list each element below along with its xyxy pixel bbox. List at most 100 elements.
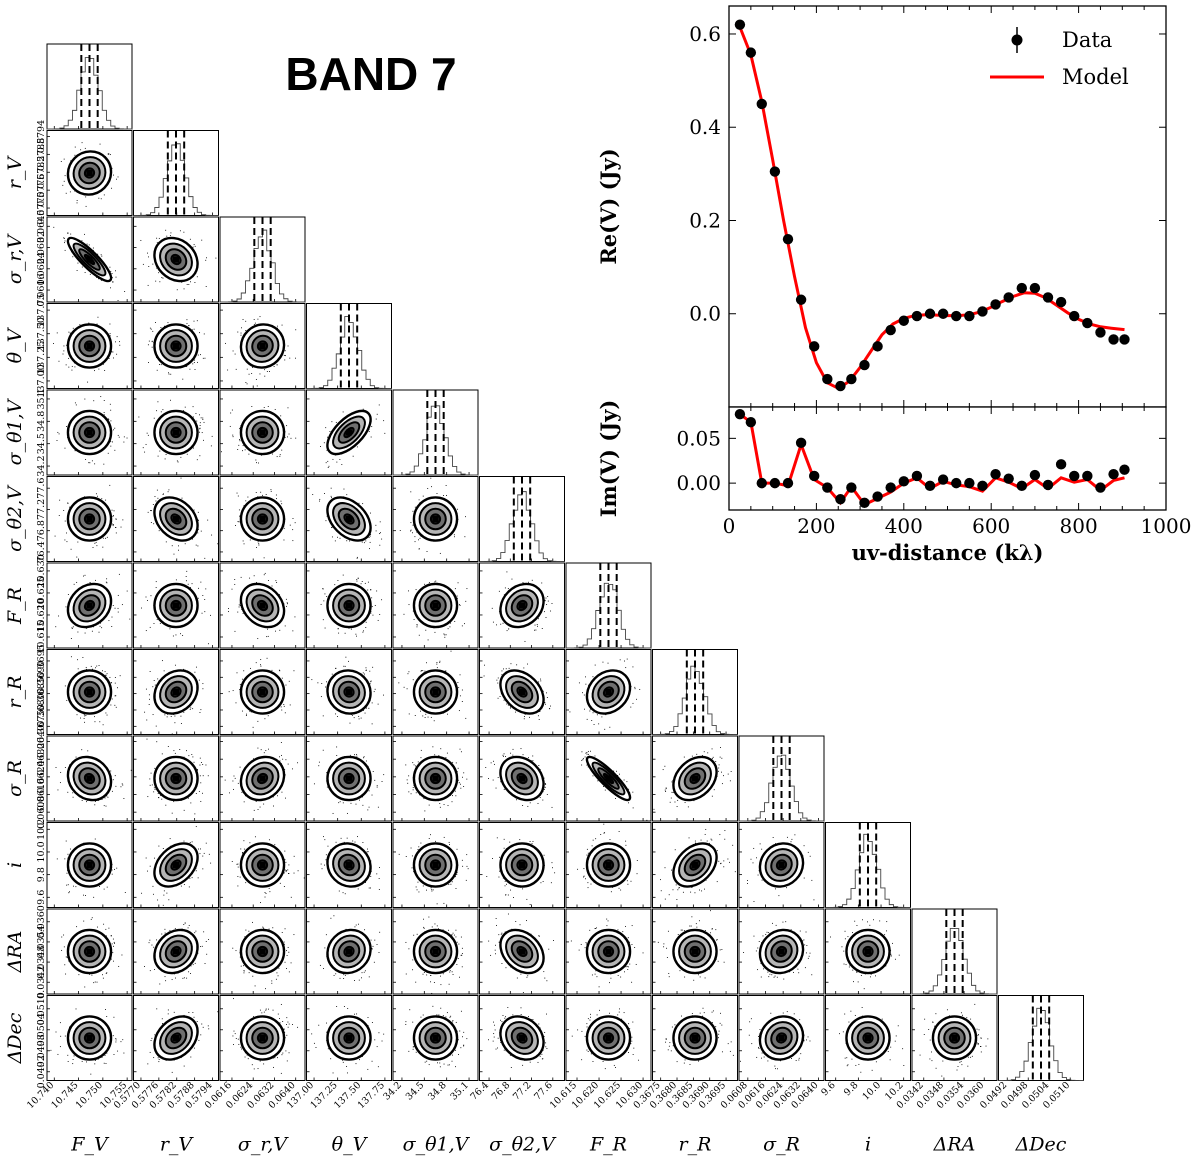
x-axis-label-dDec: ΔDec xyxy=(1015,1134,1067,1156)
x-axis-label: uv-distance (kλ) xyxy=(852,540,1044,565)
y-axis-label-theta_V: θ_V xyxy=(4,326,26,363)
y-tick-label: 0.3690 xyxy=(36,661,47,694)
x-axis-label-F_V: F_V xyxy=(70,1134,110,1156)
corner-cell-dRA-sigma_R xyxy=(738,908,825,995)
y-axis-label-sigma_theta2_V: σ_θ2,V xyxy=(4,484,26,552)
x-tick-label: 9.6 xyxy=(819,1080,837,1098)
y-axis-label: Im(V) (Jy) xyxy=(596,400,621,518)
corner-cell-theta_V-r_V xyxy=(133,303,219,389)
uv-visibility-plot: 0.0 0.2 0.4 0.6 Re(V) (Jy) 0.00 0.05 Im(V) (Jy)… xyxy=(596,5,1192,565)
density-peak xyxy=(173,1035,179,1041)
data-point xyxy=(1016,282,1027,294)
y-tick-label: 0.5770 xyxy=(36,191,47,224)
density-peak xyxy=(259,343,266,349)
y-tick-label: 137.50 xyxy=(36,317,47,350)
density-peak xyxy=(86,948,93,955)
corner-cell-sigma_theta2_V-theta_V xyxy=(306,476,392,562)
density-peak xyxy=(86,775,93,782)
density-peak xyxy=(692,1035,698,1041)
y-tick-label: 0.0640 xyxy=(36,210,47,243)
density-peak xyxy=(346,1035,352,1041)
density-peak xyxy=(173,862,179,868)
density-peak xyxy=(519,948,525,955)
data-point xyxy=(1108,468,1119,480)
density-peak xyxy=(346,689,352,695)
real-visibility-panel: 0.0 0.2 0.4 0.6 Re(V) (Jy) xyxy=(596,5,1167,408)
density-peak xyxy=(346,948,352,955)
density-peak xyxy=(432,862,439,868)
data-point xyxy=(1003,473,1014,484)
y-tick-label: 10.2 xyxy=(36,819,47,840)
corner-cell-dRA-F_R xyxy=(565,908,652,995)
data-point xyxy=(964,477,975,489)
corner-cell-i-sigma_R xyxy=(738,822,825,908)
corner-cell-theta_V-sigma_r_V xyxy=(219,303,306,389)
density-peak xyxy=(259,775,266,782)
x-axis-label-sigma_R: σ_R xyxy=(763,1134,800,1156)
data-point xyxy=(937,308,949,319)
y-tick-label: 0.5788 xyxy=(36,138,47,171)
y-tick-label: 0.0510 xyxy=(36,992,47,1025)
density-peak xyxy=(605,775,612,782)
data-point xyxy=(1042,292,1054,303)
data-point xyxy=(782,233,794,245)
data-point xyxy=(1095,327,1106,338)
data-point xyxy=(1029,282,1041,294)
y-tick-label: 34.2 xyxy=(36,455,47,476)
corner-cell-dRA-i xyxy=(825,908,911,995)
data-point xyxy=(782,477,794,489)
x-tick-label: 600 xyxy=(972,514,1010,538)
y-tick-label: 0.4 xyxy=(689,115,721,139)
y-tick-label: 0.3680 xyxy=(36,693,47,726)
density-peak xyxy=(692,948,698,955)
corner-cell-i-r_R xyxy=(652,822,738,908)
x-axis-label-sigma_r_V: σ_r,V xyxy=(238,1134,290,1156)
corner-cell-dRA-theta_V xyxy=(306,908,392,995)
data-point xyxy=(745,417,757,428)
density-peak xyxy=(346,602,352,609)
data-point xyxy=(822,482,833,493)
y-tick-label: 0.0 xyxy=(689,302,721,326)
data-point xyxy=(990,468,1001,480)
cell-frame xyxy=(479,562,565,649)
corner-cell-i-F_R xyxy=(565,822,652,908)
data-point xyxy=(1069,470,1080,482)
x-tick-label: 800 xyxy=(1060,514,1098,538)
y-axis-label-i: i xyxy=(4,862,26,868)
data-point xyxy=(756,98,767,110)
x-tick-label: 76.4 xyxy=(468,1080,491,1103)
data-point xyxy=(977,480,988,492)
data-point xyxy=(769,477,781,489)
density-peak xyxy=(605,948,612,955)
corner-cell-dDec-sigma_theta2_V: 76.476.877.277.6σ_θ2,V xyxy=(468,995,565,1156)
density-peak xyxy=(86,602,93,609)
data-point xyxy=(1042,479,1054,491)
x-axis-label-sigma_theta2_V: σ_θ2,V xyxy=(489,1134,557,1156)
corner-cell-sigma_theta2_V-F_V: 76.476.877.277.6 σ_θ2,V xyxy=(4,476,133,563)
data-point xyxy=(951,477,962,489)
data-point xyxy=(809,470,820,482)
histogram-r_R xyxy=(652,665,738,735)
data-point xyxy=(898,476,909,487)
corner-cell-F_R-sigma_theta2_V xyxy=(479,562,565,649)
data-point xyxy=(924,308,936,319)
x-tick-label: 34.8 xyxy=(426,1080,449,1103)
x-tick-label: 400 xyxy=(885,514,923,538)
density-peak xyxy=(432,775,439,782)
y-tick-label: 0.5776 xyxy=(36,174,47,207)
corner-cell-r_R-sigma_theta1_V xyxy=(392,649,479,735)
x-tick-label: 0 xyxy=(723,514,736,538)
data-point xyxy=(795,294,807,305)
y-tick-label: 0.0492 xyxy=(36,1055,47,1088)
corner-cell-sigma_theta2_V-sigma_r_V xyxy=(219,476,306,562)
corner-cell-dDec-i: 9.6 9.8 10.0 10.2i xyxy=(819,995,911,1156)
corner-cell-dRA-sigma_theta2_V xyxy=(479,908,565,995)
x-tick-label: 1000 xyxy=(1141,514,1192,538)
y-tick-label: 0.0624 xyxy=(36,760,47,793)
density-peak xyxy=(86,862,93,868)
y-tick-label: 0.5782 xyxy=(36,156,47,189)
y-axis-label-sigma_R: σ_R xyxy=(4,760,26,797)
cell-frame xyxy=(219,476,306,562)
corner-cell-r_V-r_V xyxy=(133,130,219,216)
